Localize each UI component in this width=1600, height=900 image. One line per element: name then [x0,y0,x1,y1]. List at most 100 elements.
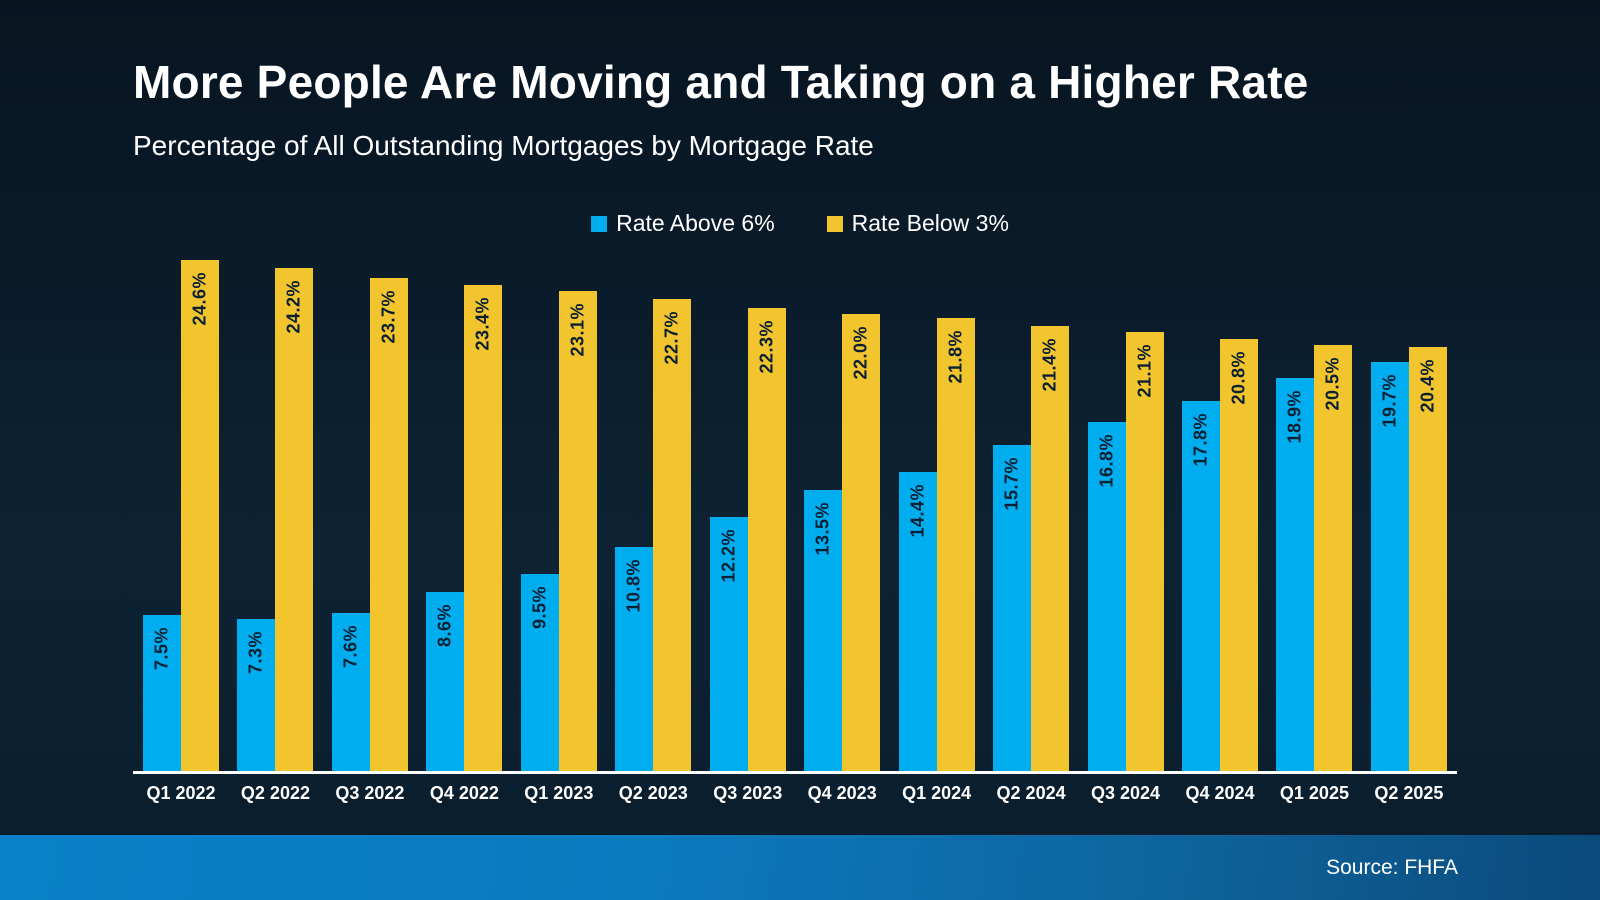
bar-value-label: 9.5% [529,585,550,629]
bar-below3-q2-2025: 20.4% [1408,347,1447,771]
bar-value-label: 14.4% [907,483,928,538]
bar-above6-q2-2023: 10.8% [615,546,654,771]
bar-value-label: 21.4% [1039,338,1060,392]
footer-bar: Source: FHFA [0,835,1600,900]
x-axis-label: Q2 2022 [240,783,310,803]
bar-above6-q4-2022: 8.6% [426,592,465,771]
bar-value-label: 7.3% [245,631,266,675]
bar-value-label: 7.6% [340,625,361,669]
bar-below3-q3-2024: 21.1% [1125,332,1164,771]
bar-value-label: 24.6% [189,271,210,326]
source-label: Source: FHFA [1326,855,1458,879]
bar-value-label: 17.8% [1190,413,1211,467]
bar-value-label: 23.1% [567,302,588,357]
bar-group-q1-2023: 9.5% 23.1% [520,241,597,771]
bar-above6-q3-2023: 12.2% [709,517,748,771]
page-title: More People Are Moving and Taking on a H… [133,56,1309,108]
x-axis-label: Q3 2023 [713,783,783,803]
bar-below3-q1-2025: 20.5% [1314,344,1353,771]
x-axis-label: Q1 2023 [524,783,594,803]
plot-area: 7.5% 24.6% 7.3% 24.2% 7.6% 23.7% 8.6% 23.4% 9.5%… [133,241,1457,771]
legend-item-rate-above-6: Rate Above 6% [591,210,775,237]
bar-value-label: 8.6% [434,604,455,648]
bar-below3-q2-2023: 22.7% [653,299,692,771]
x-axis-label: Q2 2025 [1374,783,1444,803]
bar-below3-q1-2022: 24.6% [181,259,219,771]
bar-group-q3-2024: 16.8% 21.1% [1087,241,1164,771]
legend-swatch-yellow [826,215,843,232]
bar-group-q3-2022: 7.6% 23.7% [331,241,408,771]
bar-below3-q2-2022: 24.2% [275,268,314,771]
bar-value-label: 10.8% [623,558,644,613]
bar-value-label: 23.7% [378,290,399,344]
grouped-bar-chart: 7.5% 24.6% 7.3% 24.2% 7.6% 23.7% 8.6% 23.4% 9.5%… [133,241,1457,804]
bar-above6-q2-2025: 19.7% [1370,361,1409,771]
bar-value-label: 21.1% [1134,344,1155,398]
bar-above6-q4-2023: 13.5% [804,490,843,771]
bar-below3-q3-2022: 23.7% [369,278,408,771]
x-axis-label: Q1 2024 [902,783,972,803]
legend-label-rate-below-3: Rate Below 3% [851,210,1009,236]
x-axis-label: Q4 2024 [1185,783,1255,803]
bar-above6-q4-2024: 17.8% [1181,401,1220,771]
bar-above6-q1-2022: 7.5% [143,615,181,771]
bar-group-q2-2023: 10.8% 22.7% [615,241,692,771]
bar-above6-q3-2024: 16.8% [1087,421,1126,771]
bar-group-q4-2022: 8.6% 23.4% [426,241,503,771]
x-axis-label: Q1 2022 [146,783,216,803]
bar-above6-q1-2025: 18.9% [1276,378,1315,771]
bar-value-label: 21.8% [945,329,966,384]
legend-swatch-blue [591,215,608,232]
bar-group-q2-2024: 15.7% 21.4% [993,241,1070,771]
bar-below3-q4-2023: 22.0% [842,313,881,771]
bar-group-q1-2025: 18.9% 20.5% [1276,241,1353,771]
x-axis-labels: Q1 2022 Q2 2022 Q3 2022 Q4 2022 Q1 2023 Q2 20… [133,783,1457,804]
bar-value-label: 18.9% [1284,390,1305,444]
bar-above6-q1-2024: 14.4% [898,471,937,771]
x-axis-line [133,771,1457,774]
bar-value-label: 22.3% [756,319,777,374]
bar-value-label: 7.5% [151,627,172,671]
bar-below3-q4-2024: 20.8% [1219,338,1258,771]
x-axis-label: Q2 2023 [618,783,688,803]
bar-group-q2-2022: 7.3% 24.2% [237,241,314,771]
bar-value-label: 13.5% [812,502,833,556]
bar-group-q3-2023: 12.2% 22.3% [709,241,786,771]
bar-value-label: 16.8% [1096,433,1117,488]
bar-value-label: 15.7% [1001,456,1022,511]
bar-value-label: 22.0% [850,325,871,380]
bar-group-q4-2023: 13.5% 22.0% [804,241,881,771]
bar-group-q4-2024: 17.8% 20.8% [1181,241,1258,771]
bar-below3-q1-2024: 21.8% [936,317,975,771]
x-axis-label: Q1 2025 [1279,783,1349,803]
x-axis-label: Q2 2024 [996,783,1066,803]
legend-item-rate-below-3: Rate Below 3% [826,210,1009,237]
bar-value-label: 22.7% [661,311,682,365]
bar-below3-q1-2023: 23.1% [558,290,597,771]
bar-above6-q1-2023: 9.5% [520,573,559,771]
bar-value-label: 20.5% [1322,356,1343,411]
x-axis-label: Q4 2023 [807,783,877,803]
bar-value-label: 24.2% [283,280,304,334]
x-axis-label: Q4 2022 [429,783,499,803]
bar-value-label: 20.8% [1228,350,1249,405]
bar-above6-q2-2022: 7.3% [237,619,276,771]
bar-value-label: 19.7% [1379,373,1400,428]
x-axis-label: Q3 2022 [335,783,405,803]
bar-value-label: 12.2% [718,529,739,583]
bar-group-q1-2022: 7.5% 24.6% [143,241,219,771]
bar-value-label: 20.4% [1417,359,1438,413]
bar-group-q1-2024: 14.4% 21.8% [898,241,975,771]
legend-label-rate-above-6: Rate Above 6% [616,210,775,236]
bar-group-q2-2025: 19.7% 20.4% [1370,241,1447,771]
chart-legend: Rate Above 6% Rate Below 3% [0,210,1600,237]
bar-below3-q4-2022: 23.4% [464,284,503,771]
page-subtitle: Percentage of All Outstanding Mortgages … [133,130,874,161]
bar-below3-q3-2023: 22.3% [747,307,786,771]
bar-above6-q2-2024: 15.7% [993,444,1032,771]
bar-value-label: 23.4% [472,296,493,351]
bar-below3-q2-2024: 21.4% [1031,326,1070,771]
x-axis-label: Q3 2024 [1091,783,1161,803]
bar-above6-q3-2022: 7.6% [331,613,370,771]
